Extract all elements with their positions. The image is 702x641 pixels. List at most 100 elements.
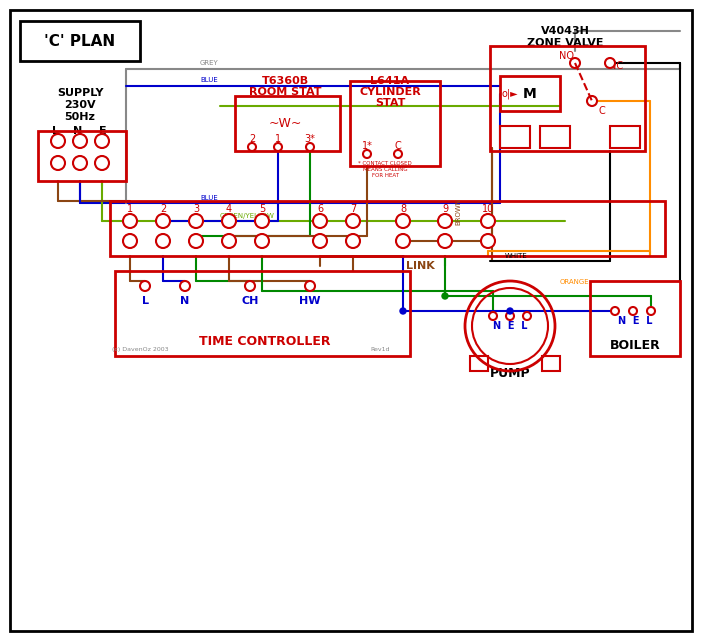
- Bar: [38, 131, 126, 181]
- Text: E: E: [99, 126, 107, 136]
- Text: HW: HW: [299, 296, 321, 306]
- Circle shape: [123, 214, 137, 228]
- Circle shape: [189, 234, 203, 248]
- Circle shape: [222, 214, 236, 228]
- Text: C: C: [395, 141, 402, 151]
- Circle shape: [313, 214, 327, 228]
- Text: BROWN: BROWN: [455, 197, 461, 224]
- Text: MEANS CALLING: MEANS CALLING: [363, 167, 407, 172]
- Text: SUPPLY: SUPPLY: [57, 88, 103, 98]
- Text: GREEN/YELLOW: GREEN/YELLOW: [220, 213, 275, 219]
- Circle shape: [156, 234, 170, 248]
- Circle shape: [123, 234, 137, 248]
- Text: LINK: LINK: [406, 261, 435, 271]
- Text: 2: 2: [160, 204, 166, 214]
- Text: NO: NO: [559, 51, 574, 61]
- Text: 3*: 3*: [305, 134, 315, 144]
- Text: TIME CONTROLLER: TIME CONTROLLER: [199, 335, 331, 347]
- Text: CH: CH: [241, 296, 259, 306]
- Text: N: N: [74, 126, 83, 136]
- Circle shape: [73, 156, 87, 170]
- Bar: [540, 126, 570, 148]
- Bar: [590, 281, 680, 356]
- Text: GREY: GREY: [200, 60, 219, 66]
- Circle shape: [51, 134, 65, 148]
- Text: L: L: [51, 126, 58, 136]
- Text: ROOM STAT: ROOM STAT: [249, 87, 322, 97]
- Circle shape: [313, 234, 327, 248]
- Circle shape: [396, 214, 410, 228]
- Text: ~W~: ~W~: [268, 117, 302, 129]
- Text: BLUE: BLUE: [200, 77, 218, 83]
- Circle shape: [95, 134, 109, 148]
- Text: 4: 4: [226, 204, 232, 214]
- Circle shape: [305, 281, 315, 291]
- Circle shape: [507, 308, 513, 314]
- Text: 'C' PLAN: 'C' PLAN: [44, 33, 116, 49]
- Circle shape: [180, 281, 190, 291]
- Text: * CONTACT CLOSED: * CONTACT CLOSED: [358, 160, 412, 165]
- Circle shape: [396, 234, 410, 248]
- Circle shape: [245, 281, 255, 291]
- Text: 5: 5: [259, 204, 265, 214]
- Circle shape: [274, 143, 282, 151]
- Bar: [610, 126, 640, 148]
- Text: L: L: [142, 296, 149, 306]
- Circle shape: [647, 307, 655, 315]
- Text: (c) DavenOz 2003: (c) DavenOz 2003: [112, 347, 168, 351]
- Circle shape: [400, 308, 406, 314]
- Circle shape: [438, 214, 452, 228]
- Circle shape: [481, 214, 495, 228]
- Text: N  E  L: N E L: [493, 321, 527, 331]
- Text: WHITE: WHITE: [505, 253, 528, 259]
- Circle shape: [629, 307, 637, 315]
- Text: 7: 7: [350, 204, 356, 214]
- Bar: [235, 96, 340, 151]
- Text: ORANGE: ORANGE: [560, 279, 590, 285]
- Text: 6: 6: [317, 204, 323, 214]
- Bar: [500, 76, 560, 111]
- Circle shape: [255, 214, 269, 228]
- Circle shape: [346, 234, 360, 248]
- Bar: [20, 21, 140, 61]
- Text: 1*: 1*: [362, 141, 373, 151]
- Text: BOILER: BOILER: [609, 338, 661, 351]
- Text: 1: 1: [127, 204, 133, 214]
- Circle shape: [605, 58, 615, 68]
- Circle shape: [140, 281, 150, 291]
- Text: L641A: L641A: [371, 76, 409, 86]
- Text: N: N: [180, 296, 190, 306]
- Text: 3: 3: [193, 204, 199, 214]
- Circle shape: [438, 234, 452, 248]
- Text: NC: NC: [609, 61, 623, 71]
- Text: 1: 1: [275, 134, 281, 144]
- Circle shape: [51, 156, 65, 170]
- Circle shape: [363, 150, 371, 158]
- Circle shape: [394, 150, 402, 158]
- Circle shape: [523, 312, 531, 320]
- Circle shape: [442, 293, 448, 299]
- Circle shape: [481, 234, 495, 248]
- Text: V4043H: V4043H: [541, 26, 590, 36]
- Text: 50Hz: 50Hz: [65, 112, 95, 122]
- Circle shape: [222, 234, 236, 248]
- Circle shape: [346, 214, 360, 228]
- Text: C: C: [599, 106, 605, 116]
- Bar: [470, 356, 488, 371]
- Text: PUMP: PUMP: [490, 367, 530, 379]
- Circle shape: [587, 96, 597, 106]
- Bar: [350, 81, 440, 166]
- Circle shape: [248, 143, 256, 151]
- Text: 2: 2: [249, 134, 255, 144]
- Text: FOR HEAT: FOR HEAT: [371, 172, 399, 178]
- Text: o|►: o|►: [502, 88, 518, 99]
- Circle shape: [506, 312, 514, 320]
- Bar: [110, 201, 665, 256]
- Bar: [115, 271, 410, 356]
- Text: 8: 8: [400, 204, 406, 214]
- Text: M: M: [523, 87, 537, 101]
- Circle shape: [489, 312, 497, 320]
- Circle shape: [156, 214, 170, 228]
- Circle shape: [73, 134, 87, 148]
- Text: Rev1d: Rev1d: [370, 347, 390, 351]
